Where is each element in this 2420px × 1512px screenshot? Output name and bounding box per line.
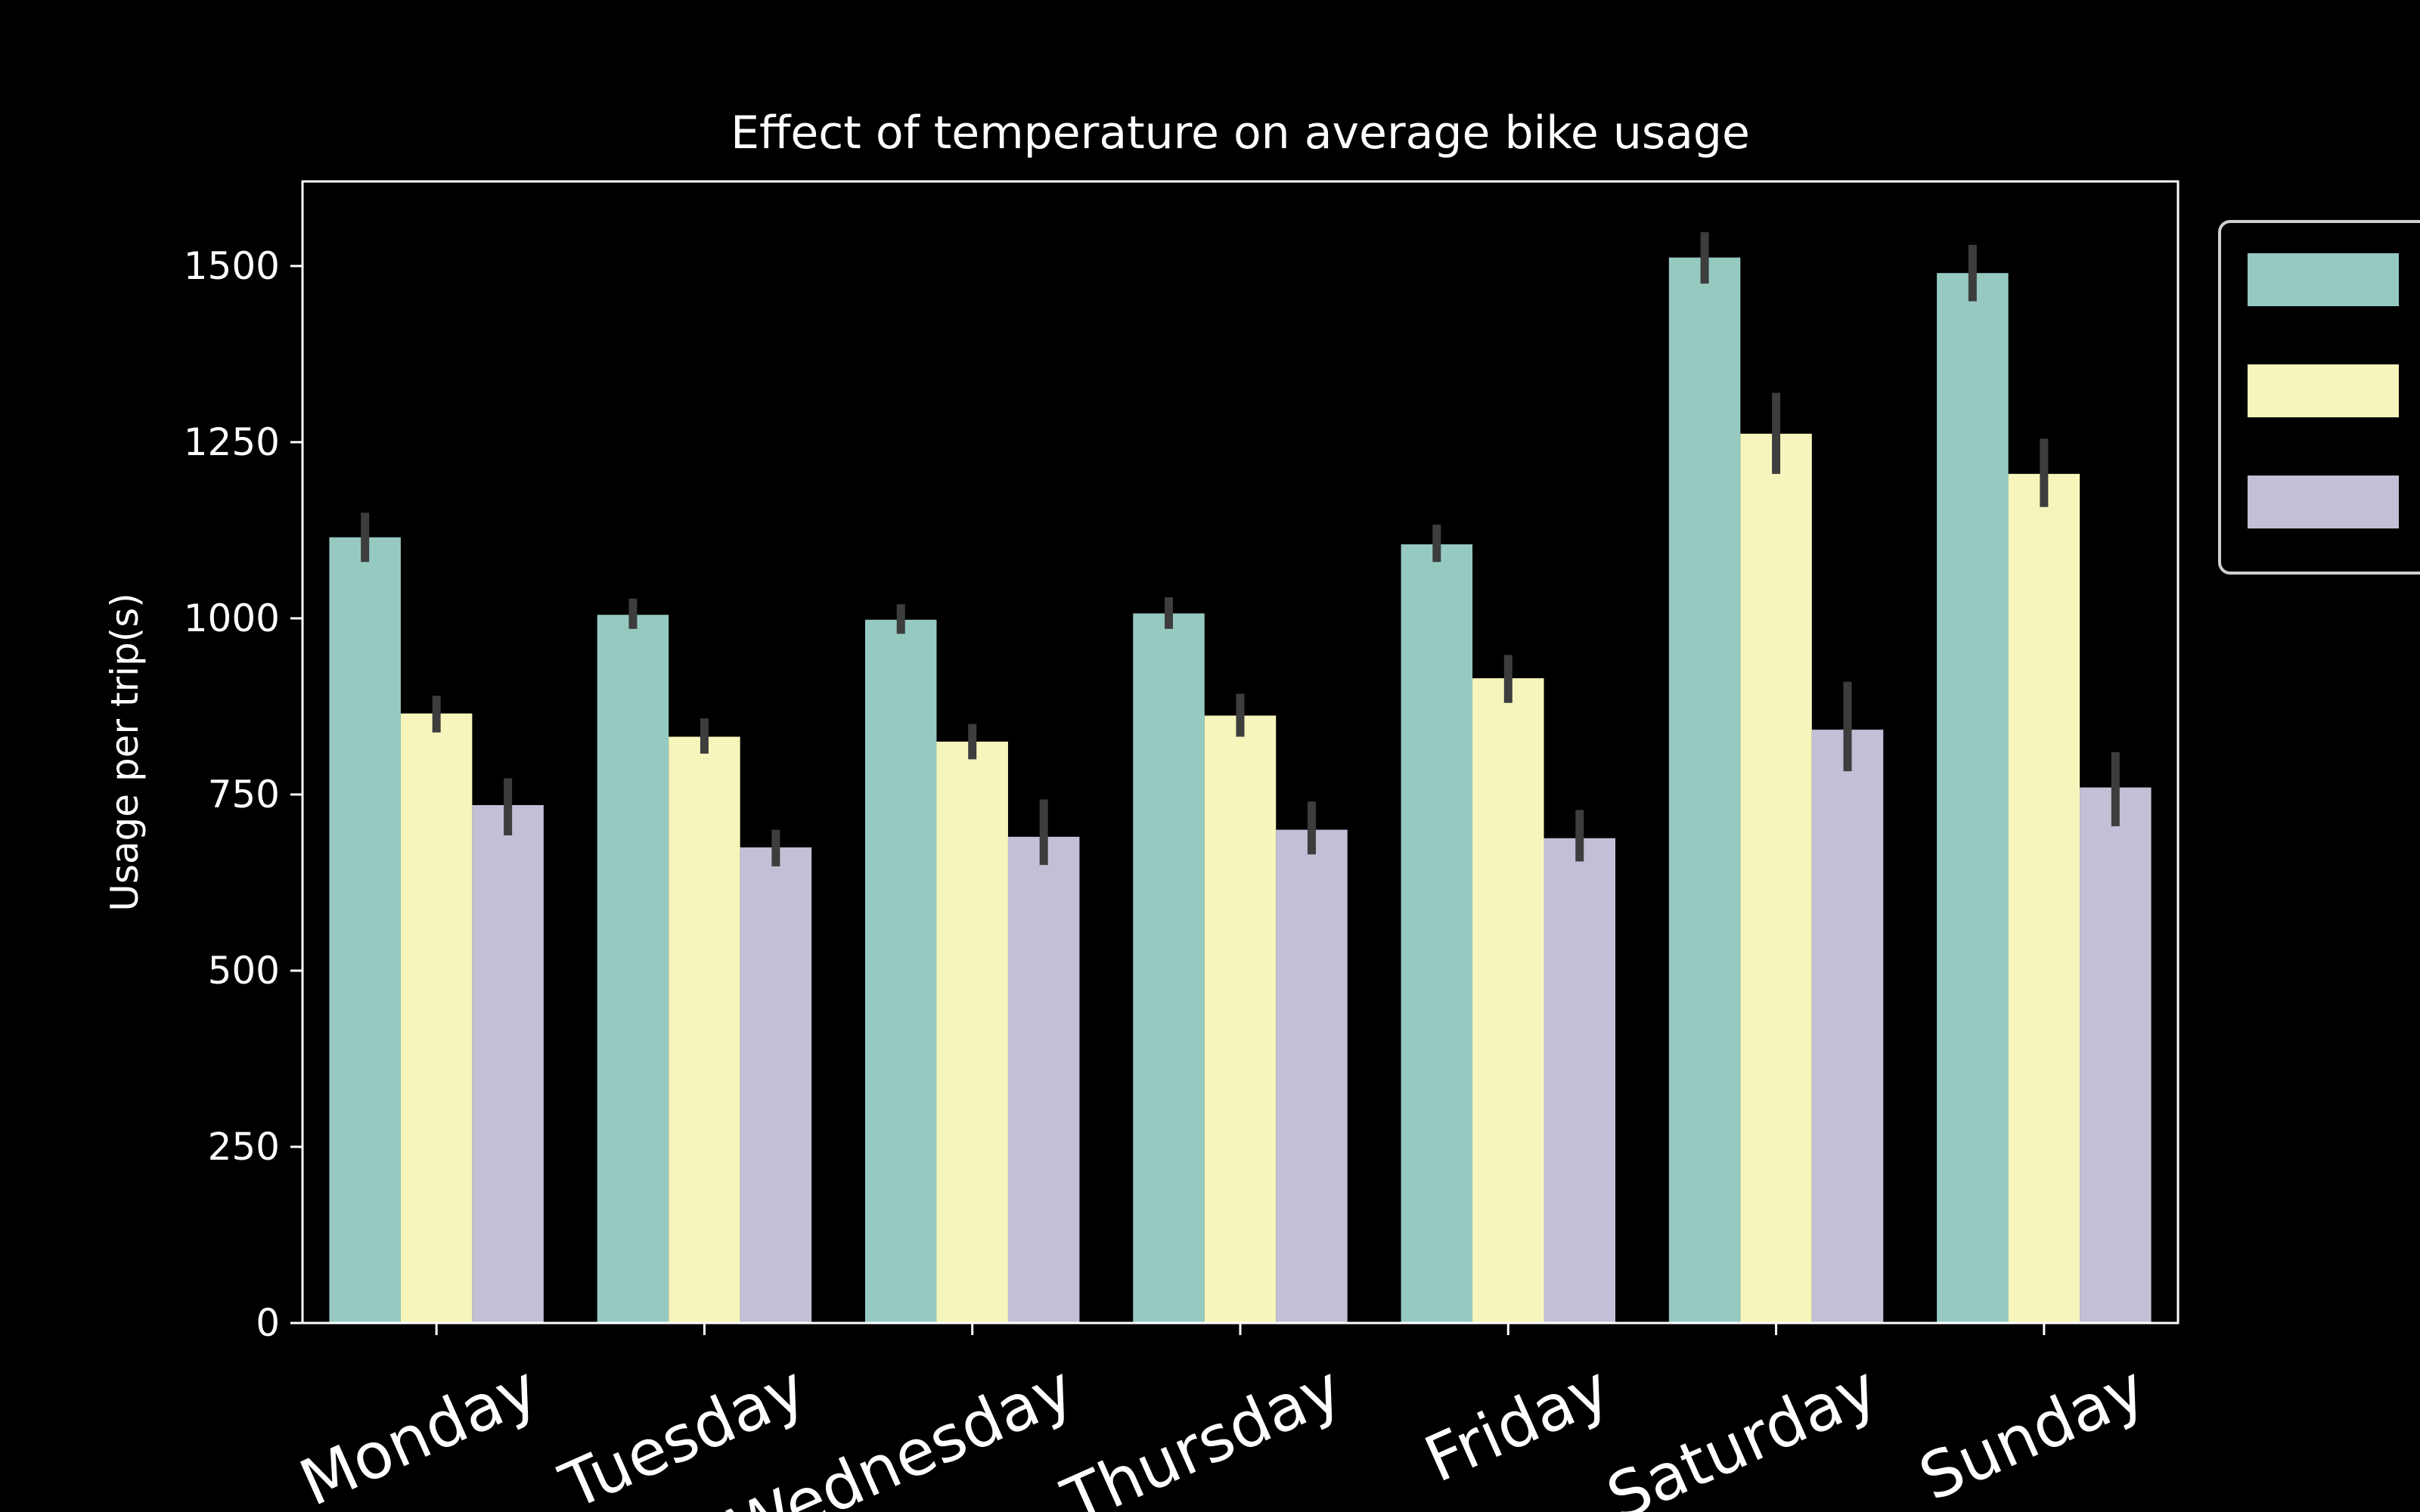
x-tick-label: Thursday (1052, 1351, 1353, 1512)
error-bars-layer (361, 232, 2120, 866)
bar (936, 742, 1008, 1323)
y-tick-label: 750 (208, 773, 280, 816)
bar (1007, 836, 1080, 1323)
bars-layer (329, 257, 2152, 1324)
bar (669, 736, 740, 1323)
chart-title: Effect of temperature on average bike us… (731, 107, 1750, 160)
bar (1276, 829, 1348, 1323)
bar (2080, 787, 2152, 1323)
bar (2008, 473, 2080, 1323)
bar (1401, 544, 1473, 1323)
y-tick-label: 1000 (184, 596, 280, 640)
y-tick-label: 1500 (184, 244, 280, 288)
y-tick-label: 500 (208, 949, 280, 993)
x-tick-label: Sunday (1909, 1351, 2156, 1512)
bar (1937, 273, 2009, 1323)
legend (2218, 220, 2420, 575)
bar (1544, 838, 1615, 1323)
legend-swatch (2248, 476, 2399, 528)
x-tick-label: Monday (289, 1351, 548, 1512)
bar (400, 713, 473, 1323)
legend-swatch (2248, 253, 2399, 306)
bar (1204, 715, 1277, 1323)
y-axis-label: Usage per trip(s) (103, 593, 147, 911)
bar (329, 537, 401, 1323)
bar (1133, 613, 1205, 1323)
legend-swatch (2248, 364, 2399, 417)
x-tick-label: Friday (1414, 1351, 1620, 1497)
bar (865, 619, 937, 1323)
bar (1811, 730, 1884, 1323)
bar (1740, 433, 1812, 1323)
bar (1472, 678, 1544, 1323)
bar (740, 847, 812, 1323)
plot-frame (301, 180, 2180, 1325)
y-tick-label: 250 (208, 1125, 280, 1169)
y-tick-label: 1250 (184, 420, 280, 464)
bar (1668, 257, 1741, 1324)
y-axis: 0 250 500 750 1000 1250 1500 (184, 244, 302, 1345)
bar (597, 615, 669, 1323)
bar (472, 804, 544, 1323)
x-tick-label: Saturday (1596, 1351, 1888, 1512)
y-tick-label: 0 (256, 1301, 280, 1345)
